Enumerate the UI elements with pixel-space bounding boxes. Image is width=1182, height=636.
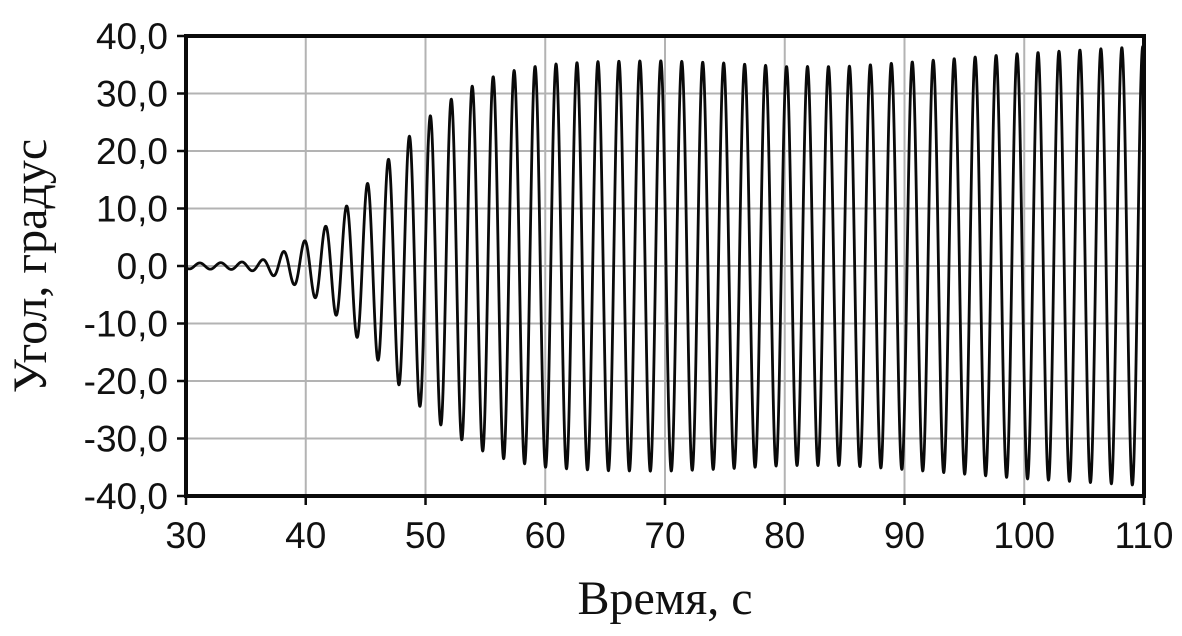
y-axis-title: Угол, градус: [4, 139, 57, 393]
x-tick-label: 70: [644, 515, 685, 556]
y-tick-label: -20,0: [84, 361, 168, 402]
y-tick-label: 0,0: [117, 246, 168, 287]
y-tick-label: 30,0: [96, 74, 168, 115]
x-tick-label: 40: [285, 515, 326, 556]
x-axis-title: Время, с: [577, 572, 752, 625]
x-tick-label: 80: [764, 515, 805, 556]
axis-ticks: [177, 34, 1146, 505]
y-tick-label: -30,0: [84, 419, 168, 460]
x-tick-label: 60: [525, 515, 566, 556]
y-tick-label: -10,0: [84, 304, 168, 345]
x-tick-label: 90: [884, 515, 925, 556]
x-tick-label: 100: [993, 515, 1055, 556]
y-tick-label: 10,0: [96, 189, 168, 230]
y-tick-label: -40,0: [84, 476, 168, 517]
angle-series-line: [184, 45, 1146, 487]
y-tick-label: 40,0: [96, 16, 168, 57]
x-tick-label: 110: [1115, 515, 1174, 556]
x-tick-label: 50: [405, 515, 446, 556]
y-tick-label: 20,0: [96, 131, 168, 172]
x-tick-label: 30: [165, 515, 206, 556]
